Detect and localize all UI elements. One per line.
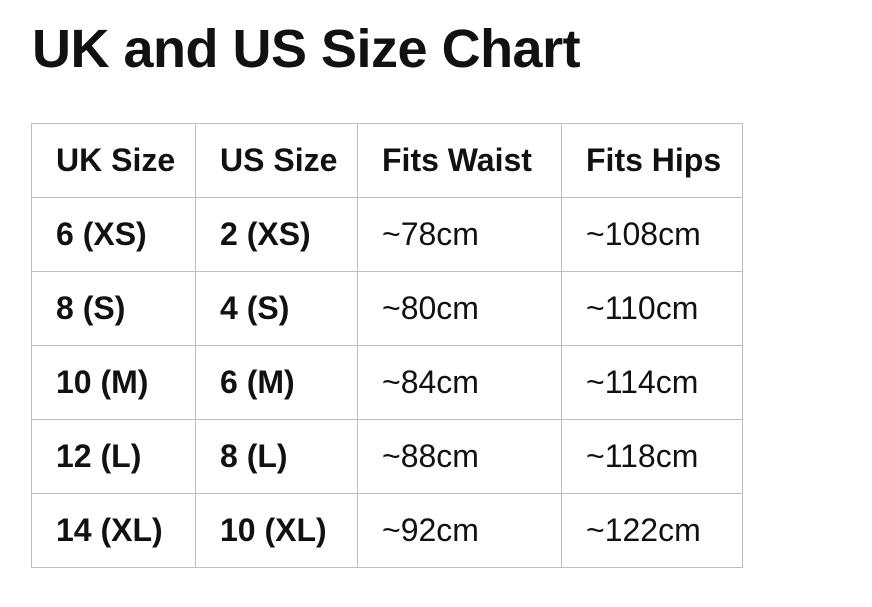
column-header: Fits Waist	[357, 123, 562, 198]
table-cell: ~114cm	[561, 345, 743, 420]
table-cell: 6 (M)	[195, 345, 358, 420]
table-cell: ~122cm	[561, 493, 743, 568]
table-cell: ~84cm	[357, 345, 562, 420]
column-header: UK Size	[31, 123, 196, 198]
table-row: 14 (XL) 10 (XL) ~92cm ~122cm	[31, 493, 743, 568]
table-cell: ~80cm	[357, 271, 562, 346]
table-cell: 12 (L)	[31, 419, 196, 494]
table-cell: 2 (XS)	[195, 197, 358, 272]
table-cell: 14 (XL)	[31, 493, 196, 568]
table-cell: 6 (XS)	[31, 197, 196, 272]
size-chart-table: UK Size US Size Fits Waist Fits Hips 6 (XS)…	[31, 123, 743, 568]
table-row: 6 (XS) 2 (XS) ~78cm ~108cm	[31, 197, 743, 272]
table-row: 8 (S) 4 (S) ~80cm ~110cm	[31, 271, 743, 346]
column-header: Fits Hips	[561, 123, 743, 198]
column-header: US Size	[195, 123, 358, 198]
page-title: UK and US Size Chart	[32, 19, 581, 79]
table-cell: 10 (M)	[31, 345, 196, 420]
table-cell: 8 (S)	[31, 271, 196, 346]
table-cell: ~88cm	[357, 419, 562, 494]
header-row: UK Size US Size Fits Waist Fits Hips	[31, 123, 743, 198]
table-cell: ~78cm	[357, 197, 562, 272]
table-row: 12 (L) 8 (L) ~88cm ~118cm	[31, 419, 743, 494]
table-cell: 10 (XL)	[195, 493, 358, 568]
table-cell: ~108cm	[561, 197, 743, 272]
table-row: 10 (M) 6 (M) ~84cm ~114cm	[31, 345, 743, 420]
table-cell: ~92cm	[357, 493, 562, 568]
table-cell: ~118cm	[561, 419, 743, 494]
table-cell: 4 (S)	[195, 271, 358, 346]
table-cell: ~110cm	[561, 271, 743, 346]
table-cell: 8 (L)	[195, 419, 358, 494]
